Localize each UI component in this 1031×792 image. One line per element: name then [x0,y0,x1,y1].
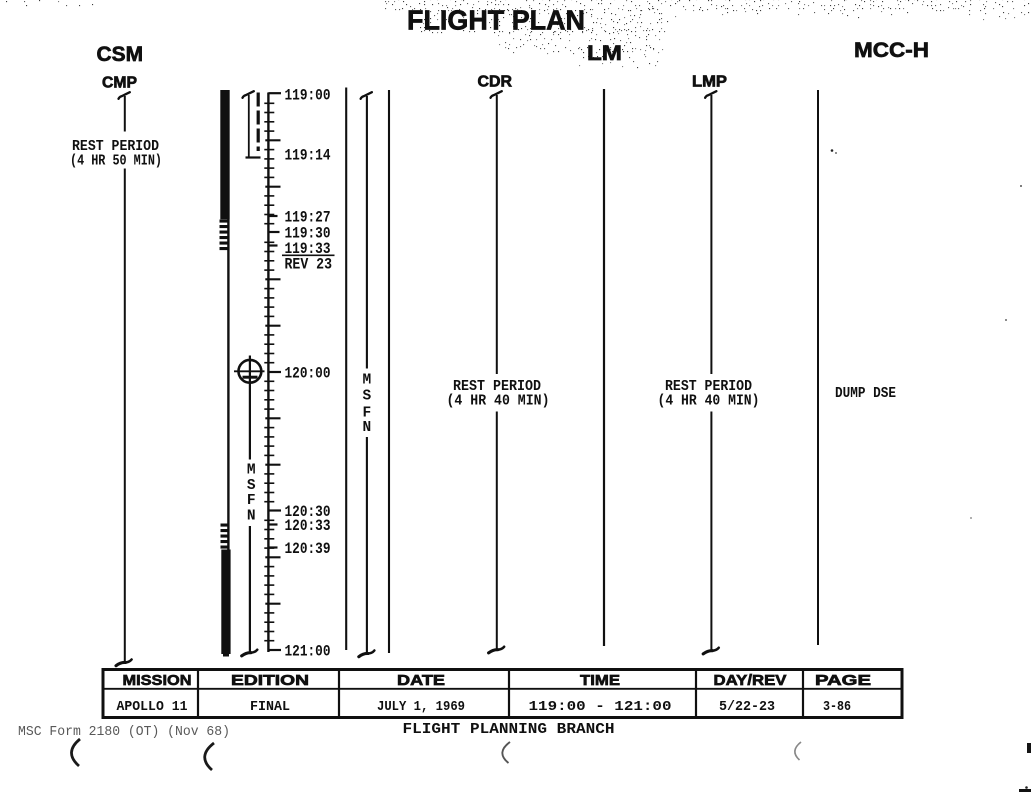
svg-text:REV 23: REV 23 [285,256,333,274]
svg-text:120:39: 120:39 [285,540,331,558]
svg-text:LM: LM [587,42,622,65]
svg-text:REST PERIOD: REST PERIOD [72,138,159,155]
svg-text:DAY/REV: DAY/REV [714,672,787,689]
svg-text:LMP: LMP [692,74,727,91]
svg-text:MSC Form 2180 (OT) (Nov 68): MSC Form 2180 (OT) (Nov 68) [18,725,230,740]
svg-text:CMP: CMP [102,75,137,92]
svg-text:(4 HR 40 MIN): (4 HR 40 MIN) [447,393,550,410]
svg-text:JULY 1, 1969: JULY 1, 1969 [377,700,465,715]
svg-text:5/22-23: 5/22-23 [719,700,775,715]
svg-text:120:33: 120:33 [285,517,331,535]
svg-text:(4 HR 50 MIN): (4 HR 50 MIN) [70,153,162,170]
svg-text:APOLLO 11: APOLLO 11 [117,700,188,715]
svg-text:MISSION: MISSION [123,672,192,689]
svg-text:119:33: 119:33 [285,240,331,258]
svg-text:TIME: TIME [580,672,620,689]
svg-text:F: F [363,405,372,421]
svg-text:S: S [247,478,256,494]
svg-text:MCC-H: MCC-H [854,39,929,62]
svg-text:M: M [247,462,256,478]
svg-text:S: S [363,389,372,405]
svg-text:PAGE: PAGE [815,672,871,689]
svg-text:DATE: DATE [397,672,445,689]
svg-text:N: N [363,420,372,436]
svg-text:119:30: 119:30 [285,224,331,242]
svg-text:M: M [363,373,372,389]
svg-text:119:00: 119:00 [285,86,331,104]
svg-text:FINAL: FINAL [250,700,290,715]
svg-text:CDR: CDR [478,74,513,91]
svg-text:(4 HR 40 MIN): (4 HR 40 MIN) [658,393,760,410]
svg-text:FLIGHT PLANNING BRANCH: FLIGHT PLANNING BRANCH [403,722,615,738]
svg-text:CSM: CSM [97,43,144,66]
svg-text:3-86: 3-86 [823,700,851,715]
svg-text:REST PERIOD: REST PERIOD [453,378,541,395]
svg-text:119:00 - 121:00: 119:00 - 121:00 [529,700,672,715]
svg-text:REST PERIOD: REST PERIOD [665,378,752,395]
svg-text:121:00: 121:00 [285,642,331,660]
svg-text:F: F [247,493,256,509]
svg-text:EDITION: EDITION [231,672,309,689]
svg-text:120:30: 120:30 [285,503,331,521]
svg-text:FLIGHT PLAN: FLIGHT PLAN [407,5,585,36]
svg-text:N: N [247,508,256,524]
svg-text:DUMP DSE: DUMP DSE [835,385,896,402]
svg-text:120:00: 120:00 [285,364,331,382]
svg-text:119:14: 119:14 [285,147,331,165]
svg-text:119:27: 119:27 [285,208,331,226]
